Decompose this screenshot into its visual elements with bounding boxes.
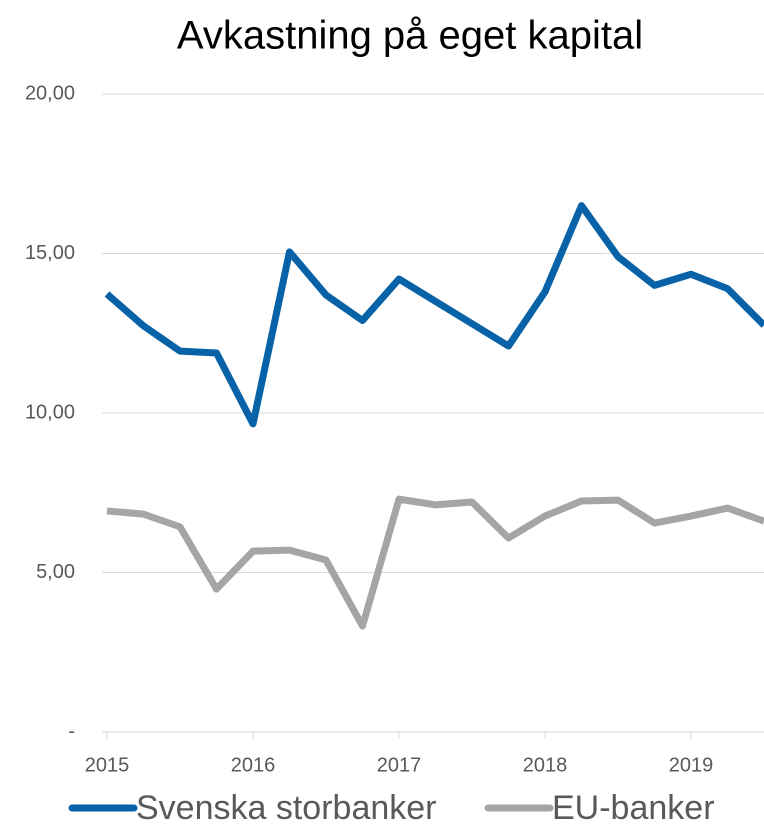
x-tick-label: 2016 (231, 754, 276, 776)
x-tick-label: 2019 (669, 754, 714, 776)
legend-label: EU-banker (552, 789, 715, 827)
y-tick-label: 5,00 (36, 561, 75, 583)
y-tick-label: 15,00 (25, 242, 75, 264)
legend-label: Svenska storbanker (136, 789, 437, 827)
y-tick-label: 20,00 (25, 82, 75, 104)
chart-title: Avkastning på eget kapital (177, 14, 643, 58)
x-tick-label: 2015 (85, 754, 130, 776)
x-tick-label: 2017 (377, 754, 422, 776)
y-tick-label: 10,00 (25, 401, 75, 423)
series-line (104, 202, 764, 428)
y-tick-label: - (68, 720, 75, 742)
x-tick-label: 2018 (523, 754, 568, 776)
series-line (106, 495, 764, 630)
